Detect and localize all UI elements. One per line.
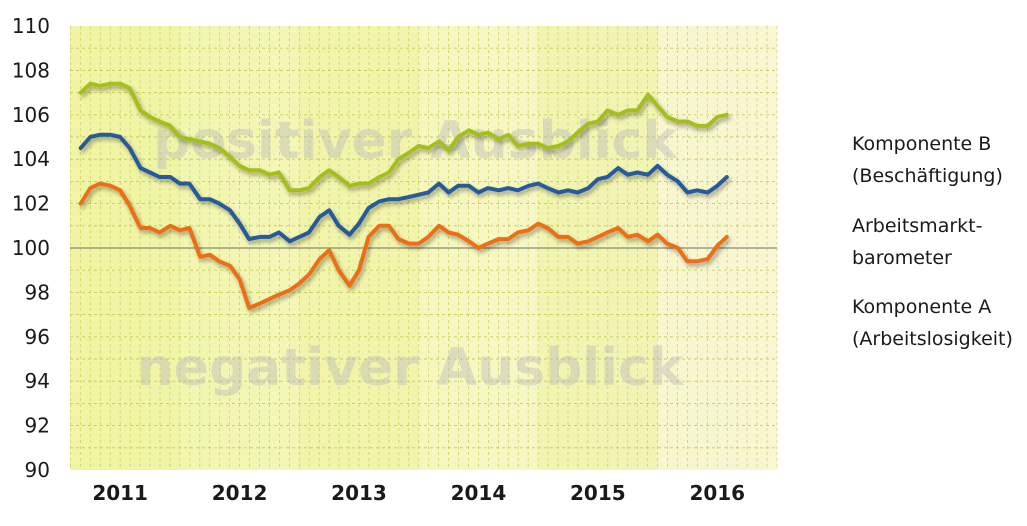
series-line — [78, 81, 729, 193]
x-tick-label: 2014 — [451, 481, 507, 505]
y-tick-label: 100 — [12, 236, 50, 260]
grid-lines — [69, 26, 778, 470]
y-tick-label: 110 — [12, 14, 50, 38]
y-tick-label: 98 — [25, 280, 50, 304]
legend-label-line2: barometer — [852, 247, 952, 269]
y-tick-label: 96 — [25, 325, 50, 349]
watermark-negative: negativer Ausblick — [137, 338, 685, 398]
y-tick-label: 104 — [12, 147, 50, 171]
y-tick-label: 102 — [12, 192, 50, 216]
x-tick-label: 2012 — [212, 481, 268, 505]
y-tick-label: 92 — [25, 414, 50, 438]
series-lines — [78, 81, 729, 310]
legend-label-line1: Komponente A — [852, 296, 991, 318]
x-axis: 2011 2012 2013 2014 2015 2016 — [92, 481, 745, 505]
series-line — [78, 181, 729, 310]
x-tick-label: 2011 — [92, 481, 148, 505]
legend-label-line1: Arbeitsmarkt- — [852, 215, 982, 237]
legend-label-line2: (Arbeitslosigkeit) — [852, 328, 1013, 350]
y-axis: 90 92 94 96 98 100 102 104 106 108 110 — [12, 14, 50, 482]
legend: Komponente B (Beschäftigung) Arbeitsmarkt-… — [798, 133, 1013, 350]
x-tick-label: 2016 — [689, 481, 745, 505]
series-line — [78, 132, 729, 244]
y-tick-label: 108 — [12, 58, 50, 82]
legend-label-line1: Komponente B — [852, 133, 991, 155]
watermarks: positiver Ausblick negativer Ausblick — [137, 111, 685, 398]
x-tick-label: 2015 — [570, 481, 626, 505]
x-tick-label: 2013 — [331, 481, 387, 505]
y-tick-label: 106 — [12, 103, 50, 127]
y-tick-label: 94 — [25, 369, 50, 393]
watermark-positive: positiver Ausblick — [153, 111, 678, 171]
y-tick-label: 90 — [25, 458, 50, 482]
legend-label-line2: (Beschäftigung) — [852, 165, 1003, 187]
